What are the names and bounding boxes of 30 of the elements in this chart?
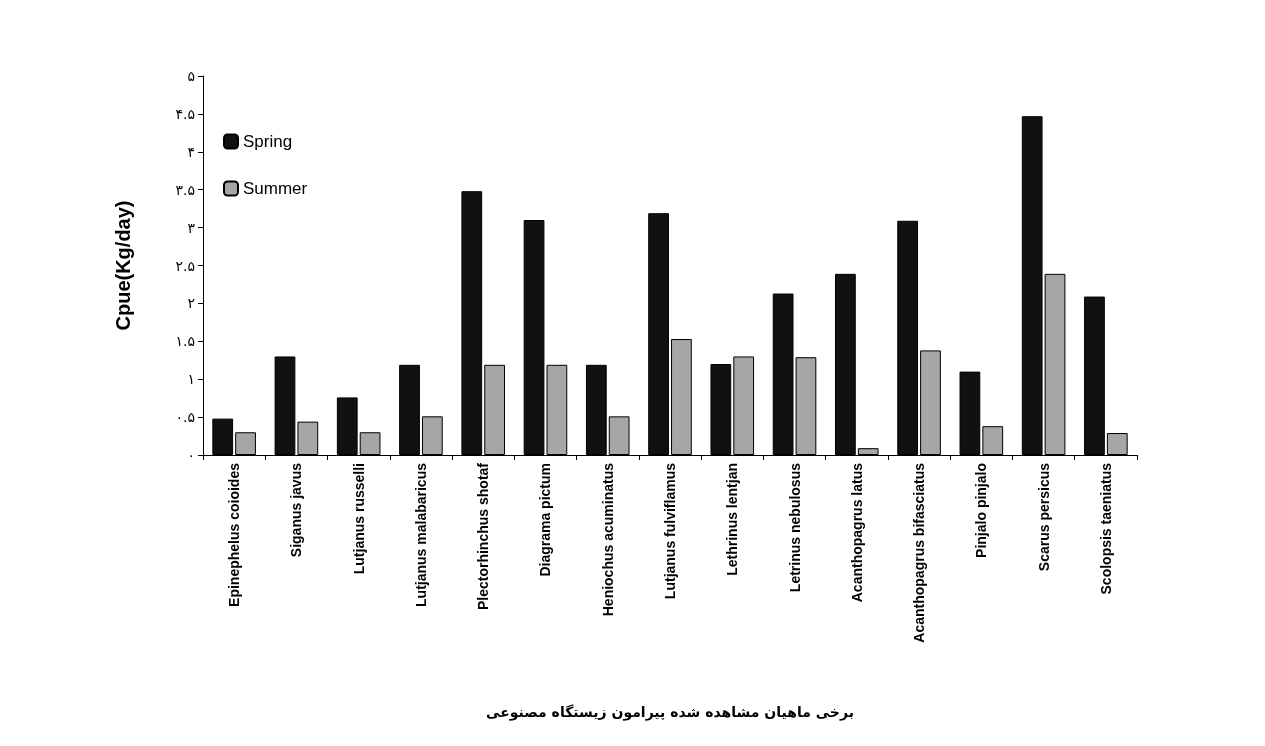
x-tick-label: Siganus javus — [288, 462, 305, 558]
x-tick-label: Scolopsis taeniatus — [1097, 462, 1114, 595]
y-tick-label: ۰ — [187, 447, 195, 463]
legend-label: Spring — [243, 132, 293, 151]
x-tick-label: Heniochus acuminatus — [599, 462, 616, 617]
x-tick-label: Diagrama pictum — [537, 463, 554, 577]
y-tick-label: ۴ — [187, 143, 195, 160]
y-axis-title: Cpue(Kg/day) — [112, 200, 134, 331]
x-tick-label: Lethrinus lentjan — [724, 463, 741, 576]
y-tick-label: ۵ — [187, 68, 195, 84]
x-tick-label: Plectorhinchus shotaf — [475, 462, 492, 611]
y-tick-label: ۳ — [187, 219, 196, 236]
y-tick-label: ۰.۵ — [175, 409, 195, 426]
x-tick-label: Lutjanus malabaricus — [412, 462, 429, 607]
y-tick-label: ۳.۵ — [175, 181, 195, 198]
x-tick-label: Lutjanus russelli — [350, 463, 367, 575]
x-tick-label: Letrinus nebulosus — [786, 462, 803, 593]
y-tick-label: ۲ — [187, 295, 195, 312]
x-tick-label: Scarus persicus — [1035, 462, 1052, 572]
y-tick-label: ۴.۵ — [175, 105, 195, 122]
x-tick-label: Acanthopagrus bifasciatus — [911, 462, 928, 643]
y-tick-label: ۲.۵ — [175, 257, 195, 274]
x-tick-label: Acanthopagrus latus — [848, 462, 865, 603]
y-tick-label: ۱.۵ — [175, 333, 195, 350]
x-tick-label: Pinjalo pinjalo — [973, 463, 990, 558]
x-tick-label: Lutjanus fulviflamus — [662, 462, 678, 600]
y-tick-label: ۱ — [187, 371, 195, 388]
x-axis-title: برخی ماهیان مشاهده شده پیرامون زیستگاه مصنوعی — [486, 704, 854, 721]
x-tick-label: Epinephelus coioides — [226, 462, 243, 607]
legend-label: Summer — [243, 179, 308, 198]
